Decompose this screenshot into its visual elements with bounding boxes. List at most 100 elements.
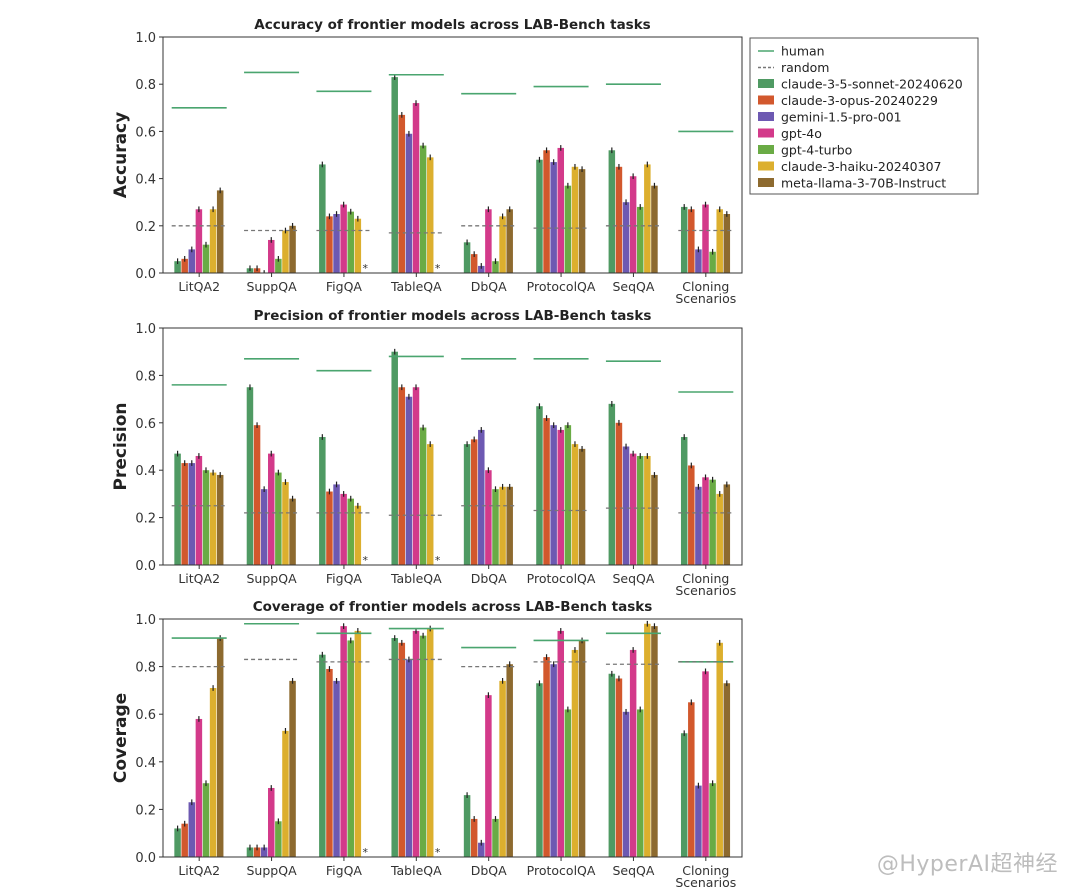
bar: [246, 387, 254, 565]
bar: [536, 683, 543, 857]
y-tick-label: 0.2: [135, 512, 156, 527]
bar: [702, 671, 709, 857]
x-tick-label: DbQA: [471, 571, 507, 586]
bar: [651, 474, 658, 565]
bar: [419, 427, 427, 565]
legend-label: random: [781, 60, 829, 75]
bar: [202, 244, 210, 273]
y-axis-label: Coverage: [111, 693, 131, 783]
y-tick-label: 0.6: [135, 125, 156, 140]
bar: [275, 821, 282, 857]
y-tick-label: 0.4: [135, 464, 156, 479]
legend-label: gpt-4o: [781, 126, 822, 141]
legend-box: [749, 37, 979, 195]
legend-label: claude-3-opus-20240229: [781, 93, 938, 108]
bar: [412, 103, 420, 273]
bar: [463, 444, 471, 565]
bar: [347, 640, 354, 857]
bar: [333, 484, 340, 565]
bar: [622, 711, 630, 857]
bar: [268, 453, 275, 565]
legend-label: meta-llama-3-70B-Instruct: [781, 176, 946, 191]
bar: [499, 216, 506, 273]
bar: [195, 718, 203, 857]
bar: [174, 453, 181, 565]
x-tick-label: Cloning: [682, 571, 729, 586]
bar: [209, 472, 217, 565]
bar: [340, 204, 347, 273]
y-tick-label: 0.8: [135, 369, 156, 384]
bar: [202, 783, 210, 857]
bar: [188, 463, 196, 565]
bar: [716, 642, 723, 857]
legend-swatch: [758, 128, 774, 138]
bar: [709, 251, 716, 273]
bar: [723, 683, 731, 857]
bar: [644, 455, 651, 565]
bar: [651, 626, 658, 857]
y-tick-label: 0.4: [135, 756, 156, 771]
y-tick-label: 0.2: [135, 220, 156, 235]
x-tick-label: SuppQA: [247, 863, 298, 878]
bar: [174, 828, 181, 857]
bar: [216, 474, 224, 565]
bar: [326, 491, 333, 565]
bar: [629, 176, 637, 273]
x-tick-label: LitQA2: [178, 571, 220, 586]
plot-frame: [162, 327, 743, 566]
bar: [636, 455, 644, 565]
bar: [289, 225, 296, 273]
x-tick-label: ProtocolQA: [527, 279, 596, 294]
bar: [282, 482, 289, 565]
bar: [391, 77, 398, 274]
bar: [608, 150, 616, 273]
missing-data-marker: *: [362, 554, 368, 567]
y-axis-label: Precision: [111, 402, 131, 490]
bar: [571, 444, 579, 565]
bar: [289, 680, 296, 857]
y-tick-label: 0.2: [135, 803, 156, 818]
bar: [268, 787, 275, 857]
bar: [463, 242, 471, 273]
bar: [688, 702, 695, 857]
x-tick-label: Cloning: [682, 863, 729, 878]
bar: [188, 802, 196, 857]
bar: [695, 785, 702, 857]
legend-label: human: [781, 44, 825, 59]
bar: [405, 396, 413, 565]
bar: [391, 351, 398, 565]
watermark: @HyperAI超神经: [876, 852, 1058, 877]
bar: [636, 709, 644, 857]
plot-frame: [162, 618, 743, 858]
y-tick-label: 0.0: [135, 267, 156, 282]
bar: [174, 261, 181, 273]
y-tick-label: 1.0: [135, 322, 156, 337]
bar: [209, 688, 217, 857]
bar: [608, 673, 616, 857]
bar: [347, 211, 354, 273]
x-tick-label: TableQA: [390, 863, 442, 878]
missing-data-marker: *: [435, 554, 441, 567]
bar: [216, 190, 224, 273]
bar: [470, 818, 478, 857]
legend-label: claude-3-haiku-20240307: [781, 159, 942, 174]
bar: [680, 206, 688, 273]
bar: [470, 439, 478, 565]
bar: [499, 680, 506, 857]
bar: [209, 209, 217, 273]
bar: [492, 261, 499, 273]
y-tick-label: 1.0: [135, 31, 156, 46]
bar: [319, 437, 326, 565]
y-axis-label: Accuracy: [111, 112, 131, 198]
bar: [326, 216, 333, 273]
x-tick-label: Cloning: [682, 279, 729, 294]
bar: [550, 664, 557, 857]
bar: [419, 145, 427, 273]
bar: [253, 425, 261, 565]
chart-title: Coverage of frontier models across LAB-B…: [253, 599, 653, 615]
bar: [615, 166, 623, 273]
bar: [412, 630, 420, 857]
bar: [478, 842, 485, 857]
bar: [391, 638, 398, 857]
